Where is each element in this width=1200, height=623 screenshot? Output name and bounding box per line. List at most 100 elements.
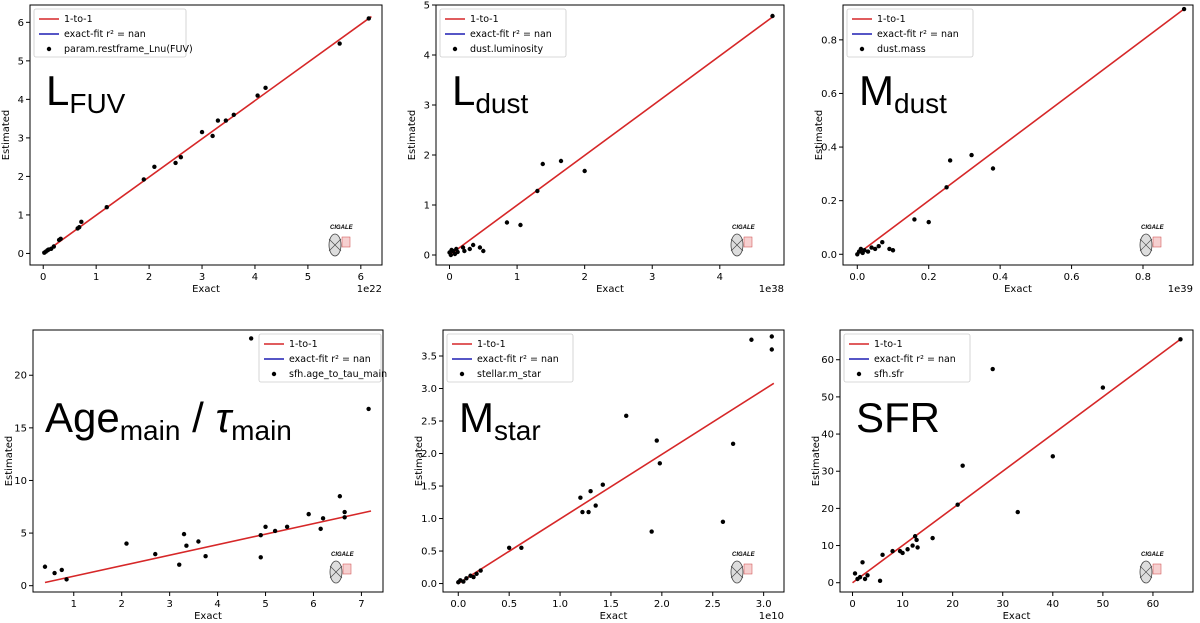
x-tick-label: 0.5 xyxy=(501,599,517,610)
data-point xyxy=(769,347,774,352)
y-axis-label: Estimated xyxy=(814,110,825,161)
data-point xyxy=(337,41,342,46)
y-tick-label: 1.0 xyxy=(421,514,437,525)
data-point xyxy=(153,551,158,557)
legend-label: stellar.m_star xyxy=(477,369,541,380)
y-tick-label: 2.5 xyxy=(421,417,437,428)
data-point xyxy=(210,133,215,139)
data-point xyxy=(79,219,84,225)
legend-label: 1-to-1 xyxy=(470,14,499,25)
y-tick-label: 2 xyxy=(18,172,24,183)
data-point xyxy=(990,166,996,171)
title-subscript: dust xyxy=(475,88,528,119)
data-point xyxy=(366,16,371,21)
axis-offset-text: 1e10 xyxy=(759,611,784,622)
data-point xyxy=(593,503,598,508)
data-point xyxy=(124,541,129,546)
data-point xyxy=(915,545,920,550)
x-axis-label: Exact xyxy=(194,611,222,622)
legend-frame xyxy=(33,8,187,58)
legend-frame xyxy=(439,8,567,58)
x-tick-label: 1.5 xyxy=(603,599,619,610)
cigale-logo-text: CIGALE xyxy=(330,225,354,231)
legend-label: 1-to-1 xyxy=(877,14,906,25)
legend-label: sfh.sfr xyxy=(874,369,904,380)
data-point xyxy=(880,552,885,558)
cigale-logo-text: CIGALE xyxy=(732,225,756,231)
cigale-logo-badge xyxy=(341,236,351,248)
data-point xyxy=(263,524,268,529)
title-subscript: main xyxy=(120,415,181,446)
one-to-one-line xyxy=(42,15,372,255)
legend: 1-to-1 exact-fit r² = nan param.restframe_… xyxy=(33,8,193,58)
cigale-logo: CIGALE xyxy=(730,225,756,257)
x-tick-label: 0.8 xyxy=(1135,272,1151,283)
data-point xyxy=(42,564,48,569)
data-point xyxy=(518,222,523,228)
x-tick-label: 3.0 xyxy=(756,599,772,610)
title-main: M xyxy=(859,67,894,114)
cigale-logo-wing xyxy=(329,565,343,579)
legend: 1-to-1 exact-fit r² = nan dust.mass xyxy=(846,8,974,58)
x-tick-label: 20 xyxy=(946,599,959,610)
panel-title: SFR xyxy=(856,394,940,441)
data-point xyxy=(862,248,867,253)
data-point xyxy=(1050,454,1056,459)
y-tick-label: 2 xyxy=(424,151,430,162)
legend-label: 1-to-1 xyxy=(289,339,318,350)
data-point xyxy=(318,526,323,532)
legend: 1-to-1 exact-fit r² = nan dust.luminosity xyxy=(439,8,567,58)
y-tick-label: 0.5 xyxy=(421,547,437,558)
x-tick-label: 2 xyxy=(581,272,587,283)
data-point xyxy=(258,555,263,560)
x-tick-label: 1 xyxy=(514,272,520,283)
y-tick-label: 15 xyxy=(14,423,27,434)
data-point xyxy=(720,519,726,524)
one-to-one-line xyxy=(856,8,1185,255)
data-point xyxy=(857,574,863,580)
x-tick-label: 60 xyxy=(1147,599,1160,610)
legend: 1-to-1 exact-fit r² = nan stellar.m_star xyxy=(446,333,574,383)
plot-frame xyxy=(32,329,384,593)
data-point xyxy=(255,93,260,98)
y-tick-label: 4 xyxy=(18,95,24,106)
data-point xyxy=(654,438,659,443)
data-point xyxy=(203,554,208,559)
x-axis-label: Exact xyxy=(600,611,628,622)
data-point xyxy=(471,574,476,580)
title-main: L xyxy=(46,67,69,114)
cigale-logo-wing xyxy=(730,238,744,252)
x-tick-label: 0.6 xyxy=(1064,272,1080,283)
x-tick-label: 0.4 xyxy=(992,272,1008,283)
cigale-logo-badge xyxy=(1152,563,1162,575)
axis-offset-text: 1e39 xyxy=(1168,284,1193,295)
data-point xyxy=(337,494,343,499)
x-tick-label: 3 xyxy=(166,599,172,610)
data-point xyxy=(944,185,949,190)
data-point xyxy=(905,547,910,552)
data-point xyxy=(51,244,57,249)
y-tick-label: 0.6 xyxy=(821,89,837,100)
y-tick-label: 0.0 xyxy=(821,250,837,261)
data-point xyxy=(914,537,919,543)
x-axis-label: Exact xyxy=(596,284,624,295)
data-point xyxy=(769,334,774,339)
legend-label: exact-fit r² = nan xyxy=(289,354,371,365)
y-tick-label: 10 xyxy=(14,476,27,487)
y-tick-label: 3 xyxy=(18,133,24,144)
legend: 1-to-1 exact-fit r² = nan sfh.age_to_tau_m… xyxy=(258,333,387,383)
x-tick-label: 40 xyxy=(1046,599,1059,610)
x-tick-label: 4 xyxy=(717,272,723,283)
data-point xyxy=(306,511,311,517)
panel-title: LFUV xyxy=(46,67,126,119)
data-point xyxy=(519,545,524,550)
x-tick-label: 0.0 xyxy=(849,272,865,283)
data-point xyxy=(852,571,858,576)
cigale-logo-badge xyxy=(743,236,753,248)
data-point xyxy=(900,550,905,556)
chart-panel-2: 0 1 2 3 4 0 1 2 3 4 5 Exact Estimated 1e38 1-to-1 exact… xyxy=(407,1,785,295)
legend-marker xyxy=(46,46,52,52)
y-tick-label: 30 xyxy=(821,467,834,478)
title-main: SFR xyxy=(856,394,940,441)
